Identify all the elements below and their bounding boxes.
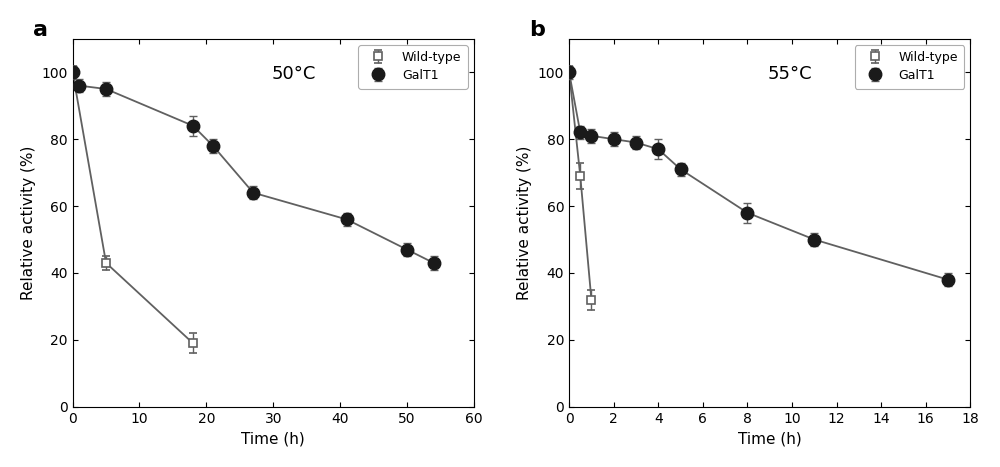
- Text: a: a: [33, 21, 48, 41]
- Text: b: b: [529, 21, 545, 41]
- Text: 55°C: 55°C: [767, 64, 812, 83]
- X-axis label: Time (h): Time (h): [738, 431, 802, 446]
- X-axis label: Time (h): Time (h): [241, 431, 305, 446]
- Y-axis label: Relative activity (%): Relative activity (%): [21, 146, 36, 300]
- Legend: Wild-type, GalT1: Wild-type, GalT1: [855, 45, 964, 89]
- Legend: Wild-type, GalT1: Wild-type, GalT1: [358, 45, 468, 89]
- Y-axis label: Relative activity (%): Relative activity (%): [517, 146, 532, 300]
- Text: 50°C: 50°C: [271, 64, 315, 83]
